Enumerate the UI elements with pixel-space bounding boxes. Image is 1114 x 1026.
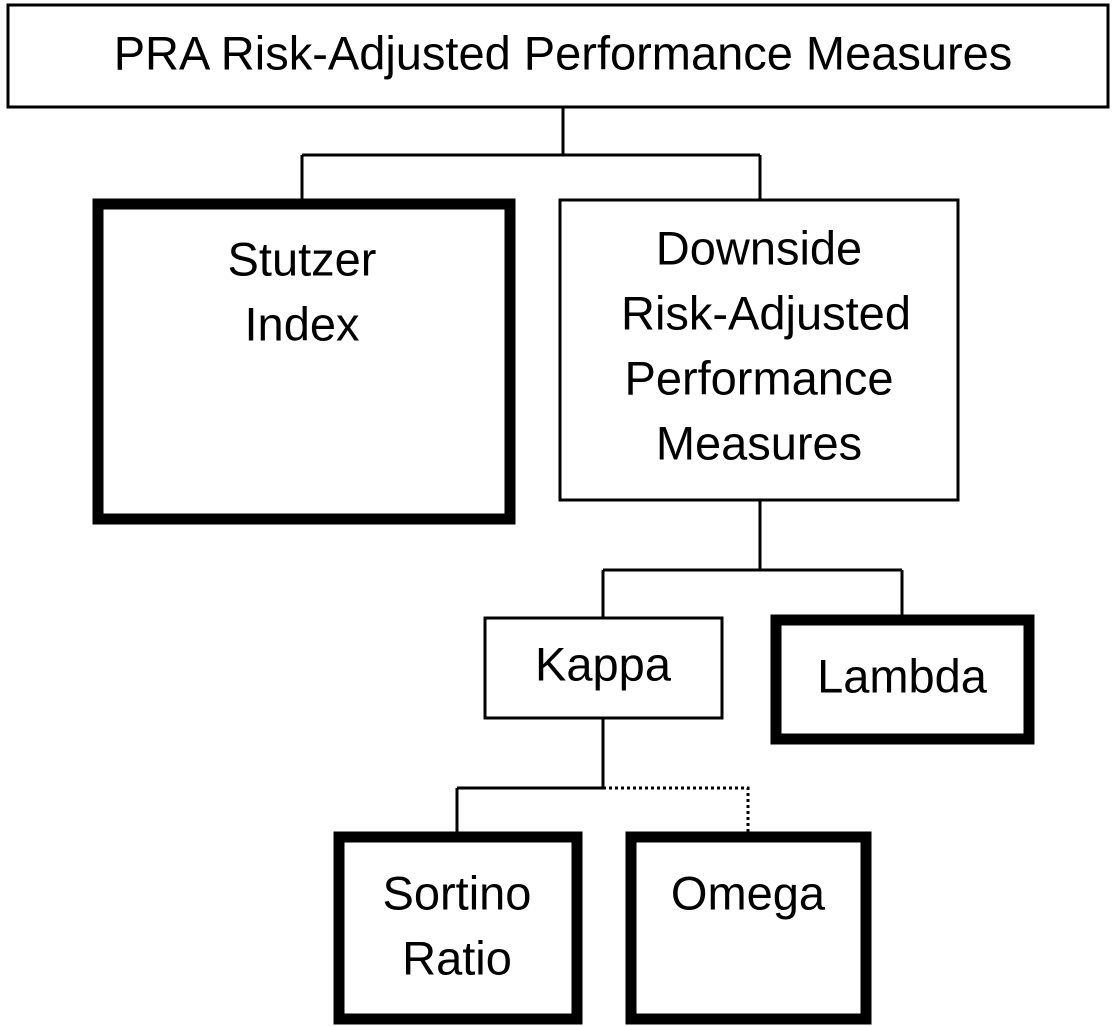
node-box xyxy=(483,616,724,720)
node-box xyxy=(770,614,1035,745)
connector xyxy=(300,107,762,203)
node-label: Stutzer xyxy=(228,232,377,285)
node-label: Kappa xyxy=(535,637,672,690)
node-label: Ratio xyxy=(402,931,512,984)
node-box xyxy=(333,831,583,1025)
dotted-connector xyxy=(603,786,750,835)
node-label: Risk-Adjusted xyxy=(621,286,911,339)
node-box xyxy=(558,198,960,502)
node-label: Index xyxy=(245,297,360,350)
node-label: Omega xyxy=(671,866,826,919)
node-label: Performance xyxy=(624,351,893,404)
node-box xyxy=(625,831,872,1025)
node-label: Lambda xyxy=(817,649,988,702)
node-label: Measures xyxy=(656,416,862,469)
node-box xyxy=(6,3,1110,109)
node-box xyxy=(92,198,516,525)
node-label: Downside xyxy=(656,221,862,274)
connector xyxy=(601,500,904,618)
connector xyxy=(455,718,605,835)
node-label: PRA Risk-Adjusted Performance Measures xyxy=(114,26,1013,79)
node-label: Sortino xyxy=(383,866,532,919)
